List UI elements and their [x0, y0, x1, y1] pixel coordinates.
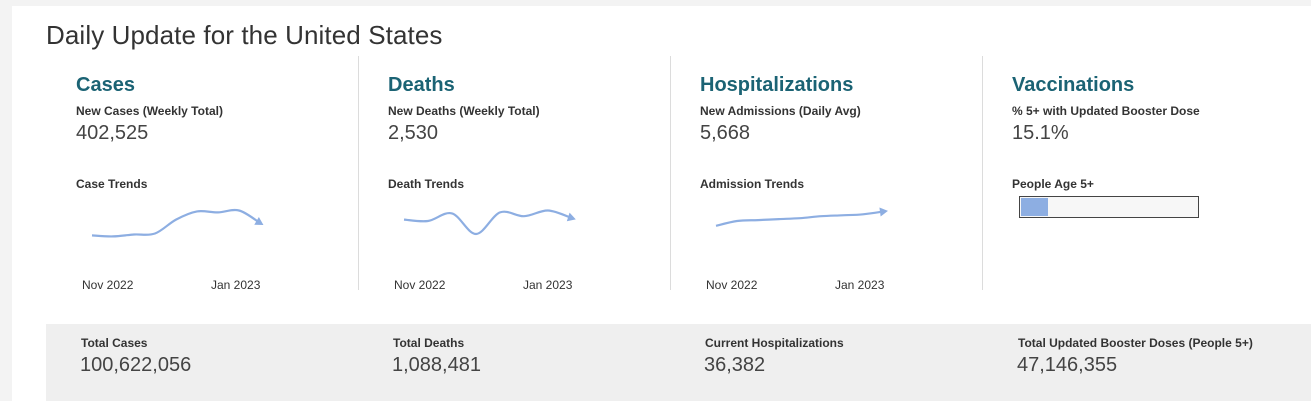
- hospitalizations-metric-label: New Admissions (Daily Avg): [700, 104, 861, 118]
- vaccinations-title[interactable]: Vaccinations: [1012, 74, 1135, 96]
- cases-section: Cases New Cases (Weekly Total) 402,525 C…: [46, 56, 359, 292]
- deaths-metric-label: New Deaths (Weekly Total): [388, 104, 540, 118]
- deaths-title[interactable]: Deaths: [388, 74, 455, 96]
- cases-metric-label: New Cases (Weekly Total): [76, 104, 223, 118]
- trend-line: [91, 208, 261, 238]
- cases-title[interactable]: Cases: [76, 74, 135, 96]
- trend-arrowhead: [879, 207, 888, 217]
- deaths-trend-sparkline[interactable]: [392, 192, 592, 252]
- admissions-trend-sparkline[interactable]: [704, 192, 904, 252]
- hospitalizations-trend-label: Admission Trends: [700, 177, 805, 191]
- total-booster-doses-label: Total Updated Booster Doses (People 5+): [1018, 336, 1253, 350]
- vaccinations-metric-label: % 5+ with Updated Booster Dose: [1012, 104, 1200, 118]
- totals-strip: Total Cases 100,622,056 Total Deaths 1,0…: [46, 324, 1311, 401]
- deaths-section: Deaths New Deaths (Weekly Total) 2,530 D…: [358, 56, 671, 292]
- vaccinations-section: Vaccinations % 5+ with Updated Booster D…: [982, 56, 1294, 290]
- current-hospitalizations-value: 36,382: [704, 354, 766, 376]
- booster-progress-bar[interactable]: [1019, 196, 1199, 218]
- vaccinations-metric-value: 15.1%: [1012, 122, 1069, 144]
- total-cases-value: 100,622,056: [80, 354, 192, 376]
- trend-line: [403, 209, 573, 236]
- trend-arrowhead: [254, 217, 264, 226]
- deaths-tick-end: Jan 2023: [523, 278, 573, 292]
- hospitalizations-title[interactable]: Hospitalizations: [700, 74, 854, 96]
- current-hospitalizations-label: Current Hospitalizations: [705, 336, 844, 350]
- cases-trend-label: Case Trends: [76, 177, 148, 191]
- cases-tick-end: Jan 2023: [211, 278, 261, 292]
- vaccinations-age-label: People Age 5+: [1012, 177, 1094, 191]
- cases-tick-start: Nov 2022: [82, 278, 134, 292]
- total-deaths-label: Total Deaths: [393, 336, 465, 350]
- total-cases-label: Total Cases: [81, 336, 148, 350]
- trend-arrowhead: [566, 212, 576, 222]
- cases-metric-value: 402,525: [76, 122, 149, 144]
- deaths-trend-label: Death Trends: [388, 177, 465, 191]
- hospitalizations-section: Hospitalizations New Admissions (Daily A…: [670, 56, 983, 292]
- cases-trend-sparkline[interactable]: [80, 192, 280, 252]
- trend-line: [715, 210, 885, 227]
- total-booster-doses-value: 47,146,355: [1017, 354, 1118, 376]
- total-deaths-value: 1,088,481: [392, 354, 481, 376]
- deaths-metric-value: 2,530: [388, 122, 439, 144]
- hospitalizations-tick-start: Nov 2022: [706, 278, 758, 292]
- hospitalizations-tick-end: Jan 2023: [835, 278, 885, 292]
- hospitalizations-metric-value: 5,668: [700, 122, 751, 144]
- deaths-tick-start: Nov 2022: [394, 278, 446, 292]
- page-title: Daily Update for the United States: [46, 20, 443, 50]
- booster-progress-fill: [1021, 198, 1048, 216]
